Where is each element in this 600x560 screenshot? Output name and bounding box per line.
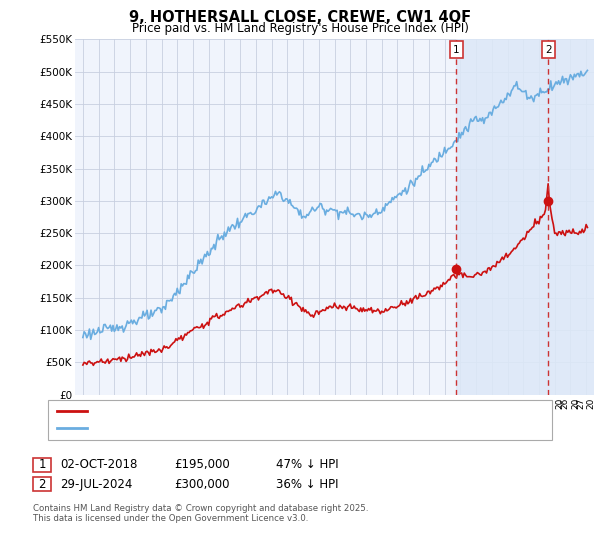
Text: 29-JUL-2024: 29-JUL-2024 — [60, 478, 133, 491]
Text: 2: 2 — [545, 45, 551, 54]
Text: 47% ↓ HPI: 47% ↓ HPI — [276, 458, 338, 472]
Text: £195,000: £195,000 — [174, 458, 230, 472]
Text: £300,000: £300,000 — [174, 478, 229, 491]
Text: 9, HOTHERSALL CLOSE, CREWE, CW1 4QF: 9, HOTHERSALL CLOSE, CREWE, CW1 4QF — [129, 10, 471, 25]
Text: HPI: Average price, detached house, Cheshire East: HPI: Average price, detached house, Ches… — [90, 423, 355, 433]
Text: Contains HM Land Registry data © Crown copyright and database right 2025.
This d: Contains HM Land Registry data © Crown c… — [33, 504, 368, 524]
Text: 1: 1 — [38, 458, 46, 472]
Text: 36% ↓ HPI: 36% ↓ HPI — [276, 478, 338, 491]
Text: 9, HOTHERSALL CLOSE, CREWE, CW1 4QF (detached house): 9, HOTHERSALL CLOSE, CREWE, CW1 4QF (det… — [90, 407, 404, 417]
Text: 02-OCT-2018: 02-OCT-2018 — [60, 458, 137, 472]
Bar — [457, 39, 594, 395]
Text: Price paid vs. HM Land Registry's House Price Index (HPI): Price paid vs. HM Land Registry's House … — [131, 22, 469, 35]
Text: 2: 2 — [38, 478, 46, 491]
Text: 1: 1 — [453, 45, 460, 54]
